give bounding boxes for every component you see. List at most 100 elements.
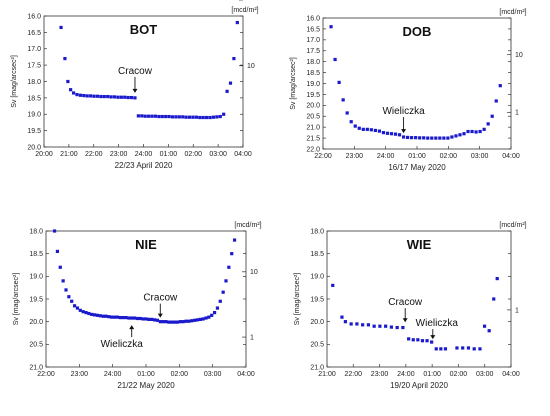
y-axis-label: Sv [mag/arcsec²] (290, 57, 297, 110)
data-point (101, 314, 105, 318)
data-point (355, 322, 359, 326)
y-tick-label: 19.5 (27, 128, 41, 135)
data-point (109, 95, 113, 99)
y-tick-label: 21.0 (306, 125, 320, 132)
y2-tick-label: 1 (247, 0, 251, 2)
y-tick-label: 16.5 (306, 26, 320, 33)
data-point (119, 95, 123, 99)
y-tick-label: 20.0 (306, 103, 320, 110)
annotation-label: Cracow (118, 66, 153, 77)
annotation-arrowhead (157, 313, 163, 318)
data-point (198, 317, 202, 321)
data-point (414, 136, 418, 140)
data-point (438, 136, 442, 140)
y-tick-label: 16.0 (27, 13, 41, 20)
x-tick-label: 04:00 (234, 151, 252, 158)
y-tick-label: 17.0 (306, 37, 320, 44)
data-point (407, 337, 411, 341)
data-point (420, 339, 425, 343)
data-point (439, 347, 443, 351)
annotation-label: Wieliczka (416, 318, 459, 329)
data-point (454, 134, 458, 138)
data-point (495, 277, 499, 281)
x-tick-label: 03:00 (209, 151, 227, 158)
data-point (181, 320, 185, 324)
data-point (215, 115, 219, 119)
data-point (498, 84, 502, 88)
x-tick-label: 24:00 (397, 371, 415, 378)
data-point (140, 114, 144, 118)
data-point (443, 347, 448, 351)
data-point (138, 316, 142, 321)
annotation-label: Cracow (388, 297, 423, 308)
y-axis-label: Sv [mag/arcsec²] (294, 273, 301, 326)
data-point (482, 127, 486, 131)
x-tick-label: 20:00 (35, 151, 53, 158)
data-point (147, 114, 151, 118)
data-point (184, 115, 188, 119)
chart-panel-dob: 16.0 16.5 17.0 17.5 18.0 18.5 19.0 19.5 20.0 20.5… (290, 9, 527, 172)
data-point (218, 299, 222, 303)
x-tick-label: 23:00 (371, 371, 389, 378)
y-tick-label: 17.5 (27, 63, 41, 70)
y2-tick-label: 10 (247, 63, 255, 70)
data-point (470, 129, 474, 134)
data-point (63, 56, 67, 61)
data-point (55, 249, 60, 253)
data-point (130, 316, 134, 320)
data-point (106, 94, 110, 99)
data-point (115, 315, 120, 319)
data-point (389, 325, 393, 329)
data-point (59, 25, 63, 30)
data-point (141, 317, 145, 321)
data-point (102, 94, 106, 99)
data-point (126, 95, 130, 100)
chart-title: WIE (407, 237, 432, 252)
data-point (92, 313, 97, 317)
data-point (157, 114, 161, 119)
x-tick-label: 02:00 (440, 153, 458, 160)
data-point (70, 299, 74, 303)
data-point (207, 315, 211, 319)
x-tick-label: 03:00 (471, 153, 489, 160)
y-tick-label: 21.0 (29, 364, 43, 371)
data-point (160, 114, 164, 119)
data-point (365, 127, 369, 131)
data-point (99, 94, 103, 99)
data-point (167, 320, 171, 324)
data-point (90, 312, 94, 317)
y-tick-label: 19.0 (27, 112, 41, 119)
data-point (442, 136, 446, 140)
data-point (384, 324, 388, 328)
y-tick-label: 17.5 (306, 48, 320, 55)
data-point (222, 112, 226, 116)
y-tick-label: 19.0 (29, 274, 43, 281)
data-point (389, 132, 394, 136)
y-tick-label: 19.5 (310, 296, 324, 303)
data-point (143, 114, 147, 118)
data-point (118, 315, 122, 320)
y2-tick-label: 1 (515, 307, 519, 314)
y2-axis-unit: [mcd/m²] (499, 9, 526, 16)
data-point (434, 136, 438, 140)
data-point (228, 81, 233, 85)
data-point (232, 56, 236, 61)
y-tick-label: 18.0 (310, 228, 324, 235)
data-point (230, 252, 234, 256)
data-point (116, 95, 120, 99)
data-point (178, 320, 182, 324)
annotation-arrowhead (401, 129, 407, 134)
data-point (333, 57, 337, 62)
data-point (71, 91, 76, 95)
data-point (221, 290, 225, 294)
x-tick-label: 24:00 (104, 371, 122, 378)
annotation-arrowhead (402, 318, 408, 323)
y-tick-label: 18.5 (27, 95, 41, 102)
y2-axis-unit: [mcd/m²] (499, 222, 526, 229)
x-tick-label: 02:00 (171, 371, 189, 378)
data-point (89, 94, 93, 98)
data-point (430, 136, 434, 140)
data-point (381, 131, 386, 135)
data-point (164, 320, 168, 324)
data-point (494, 99, 498, 103)
